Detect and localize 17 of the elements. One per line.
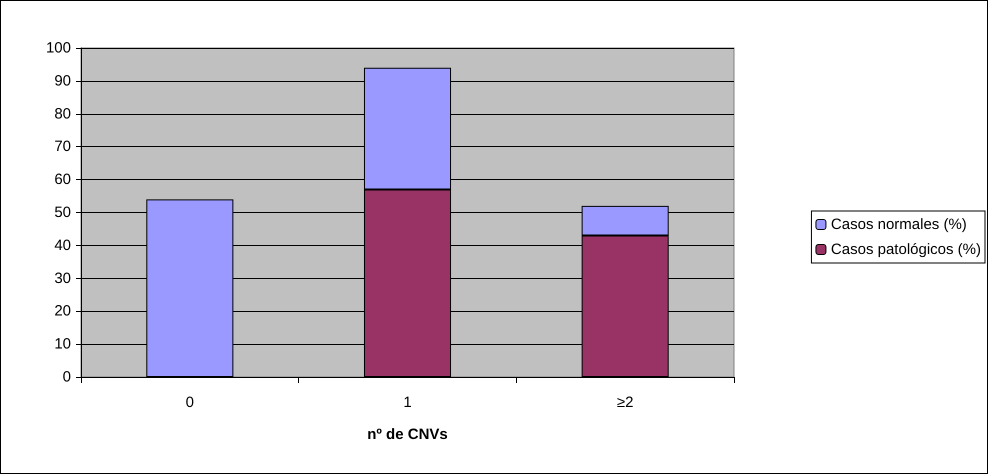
legend-label: Casos normales (%) <box>830 216 967 233</box>
x-tick-label: ≥2 <box>616 394 634 411</box>
y-tick-label: 100 <box>46 40 71 56</box>
y-tick-label: 20 <box>54 302 71 320</box>
x-tick-label: 0 <box>186 394 194 411</box>
y-tick-label: 50 <box>54 204 71 221</box>
y-tick-label: 30 <box>54 270 71 287</box>
y-tick-label: 90 <box>54 72 71 90</box>
y-tick-label: 60 <box>54 171 71 188</box>
y-tick-label: 80 <box>54 105 71 122</box>
x-axis-title: nº de CNVs <box>367 426 448 443</box>
y-tick-label: 40 <box>54 236 71 254</box>
legend-label: Casos patológicos (%) <box>830 241 982 258</box>
y-tick-label: 70 <box>54 138 71 156</box>
x-tick-label: 1 <box>403 394 412 411</box>
y-tick-label: 10 <box>54 336 71 353</box>
y-tick-label: 0 <box>62 368 71 386</box>
